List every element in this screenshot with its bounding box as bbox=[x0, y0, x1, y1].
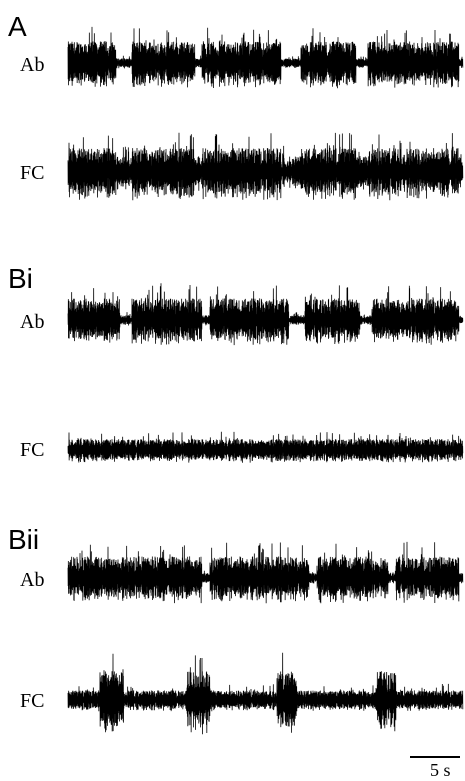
scale-bar-label: 5 s bbox=[430, 760, 451, 780]
trace-label-bii-fc: FC bbox=[20, 690, 44, 712]
trace-label-a-ab: Ab bbox=[20, 54, 44, 76]
panel-label-bi: Bi bbox=[8, 263, 33, 294]
trace-bi-ab bbox=[67, 283, 464, 346]
trace-label-bi-fc: FC bbox=[20, 439, 44, 461]
panel-label-bii: Bii bbox=[8, 524, 39, 555]
trace-label-bii-ab: Ab bbox=[20, 569, 44, 591]
trace-a-fc bbox=[67, 132, 464, 201]
trace-label-bi-ab: Ab bbox=[20, 311, 44, 333]
trace-a-ab bbox=[67, 26, 464, 89]
trace-label-a-fc: FC bbox=[20, 162, 44, 184]
trace-bii-ab bbox=[67, 541, 464, 604]
trace-bii-fc bbox=[67, 652, 464, 735]
trace-bi-fc bbox=[67, 431, 464, 463]
panel-label-a: A bbox=[8, 11, 27, 42]
